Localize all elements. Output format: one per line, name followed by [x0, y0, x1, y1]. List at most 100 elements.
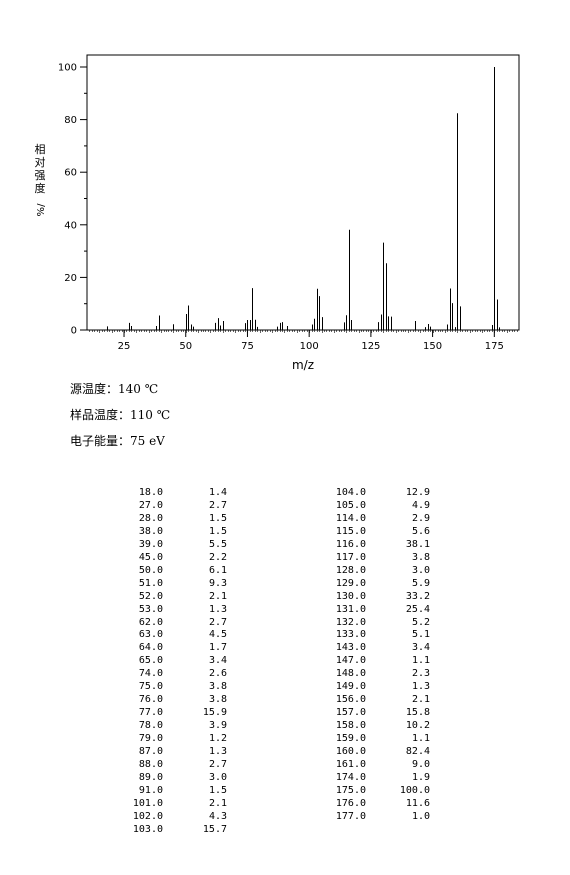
- intensity-value: 5.5: [208, 538, 227, 550]
- table-row: 176.0 11.6: [330, 798, 430, 811]
- table-row: 129.0 5.9: [330, 578, 430, 591]
- table-row: 115.0 5.6: [330, 526, 430, 539]
- intensity-value: 10.2: [405, 720, 430, 732]
- table-row: 156.0 2.1: [330, 694, 430, 707]
- intensity-value: 9.0: [411, 759, 430, 771]
- intensity-value: 2.6: [208, 668, 227, 680]
- table-row: 131.0 25.4: [330, 604, 430, 617]
- intensity-value: 2.1: [208, 797, 227, 809]
- y-axis-title-char: 强: [35, 169, 46, 182]
- table-row: 159.0 1.1: [330, 733, 430, 746]
- source-temperature: 源温度：140 ℃: [70, 382, 159, 396]
- y-tick-label: 60: [64, 168, 77, 179]
- y-tick-label: 20: [64, 273, 77, 284]
- table-row: 87.0 1.3: [127, 746, 227, 759]
- intensity-value: 1.3: [208, 746, 227, 758]
- intensity-value: 3.4: [411, 642, 430, 654]
- table-row: 114.0 2.9: [330, 513, 430, 526]
- intensity-value: 12.9: [405, 487, 430, 498]
- mz-value: 105.0: [335, 499, 366, 511]
- table-row: 45.0 2.2: [127, 552, 227, 565]
- mz-value: 161.0: [335, 759, 366, 771]
- table-row: 75.0 3.8: [127, 681, 227, 694]
- mz-value: 104.0: [335, 487, 366, 498]
- mz-value: 159.0: [335, 733, 366, 745]
- intensity-value: 2.1: [411, 694, 430, 706]
- x-tick-label: 150: [423, 341, 442, 352]
- peak-list-left: 18.0 1.4 27.0 2.7 28.0 1.5 38.0 1.5 39.0 5.5 45.0 2…: [127, 487, 227, 837]
- intensity-value: 4.3: [208, 810, 227, 822]
- intensity-value: 9.3: [208, 577, 227, 589]
- mz-value: 18.0: [138, 487, 163, 498]
- mz-value: 175.0: [335, 784, 366, 796]
- table-row: 157.0 15.8: [330, 707, 430, 720]
- mz-value: 74.0: [138, 668, 163, 680]
- table-row: 116.0 38.1: [330, 539, 430, 552]
- intensity-value: 5.1: [411, 629, 430, 641]
- mz-value: 147.0: [335, 655, 366, 667]
- table-row: 52.0 2.1: [127, 591, 227, 604]
- table-row: 161.0 9.0: [330, 759, 430, 772]
- mz-value: 133.0: [335, 629, 366, 641]
- intensity-value: 15.8: [405, 707, 430, 719]
- mz-value: 76.0: [138, 694, 163, 706]
- table-row: 38.0 1.5: [127, 526, 227, 539]
- intensity-value: 5.2: [411, 616, 430, 628]
- y-axis-title-char: 相: [35, 143, 46, 156]
- intensity-value: 3.0: [411, 564, 430, 576]
- mz-value: 143.0: [335, 642, 366, 654]
- intensity-value: 15.9: [202, 707, 227, 719]
- table-row: 89.0 3.0: [127, 772, 227, 785]
- intensity-value: 1.9: [411, 771, 430, 783]
- intensity-value: 33.2: [405, 590, 430, 602]
- x-tick-label: 125: [361, 341, 380, 352]
- mz-value: 102.0: [132, 810, 163, 822]
- intensity-value: 2.1: [208, 590, 227, 602]
- intensity-value: 3.9: [208, 720, 227, 732]
- intensity-value: 5.9: [411, 577, 430, 589]
- table-row: 104.0 12.9: [330, 487, 430, 500]
- intensity-value: 2.2: [208, 551, 227, 563]
- intensity-value: 1.5: [208, 784, 227, 796]
- mz-value: 158.0: [335, 720, 366, 732]
- mz-value: 64.0: [138, 642, 163, 654]
- table-row: 28.0 1.5: [127, 513, 227, 526]
- table-row: 50.0 6.1: [127, 565, 227, 578]
- mz-value: 130.0: [335, 590, 366, 602]
- intensity-value: 1.1: [411, 655, 430, 667]
- mz-value: 177.0: [335, 810, 366, 822]
- y-axis-title-unit: %/: [36, 203, 47, 217]
- table-row: 174.0 1.9: [330, 772, 430, 785]
- table-row: 148.0 2.3: [330, 668, 430, 681]
- y-tick-label: 80: [64, 115, 77, 126]
- table-row: 62.0 2.7: [127, 617, 227, 630]
- table-row: 18.0 1.4: [127, 487, 227, 500]
- intensity-value: 100.0: [399, 784, 430, 796]
- intensity-value: 1.1: [411, 733, 430, 745]
- mz-value: 117.0: [335, 551, 366, 563]
- table-row: 64.0 1.7: [127, 642, 227, 655]
- mz-value: 62.0: [138, 616, 163, 628]
- table-row: 103.0 15.7: [127, 824, 227, 837]
- table-row: 77.0 15.9: [127, 707, 227, 720]
- intensity-value: 3.8: [411, 551, 430, 563]
- intensity-value: 1.5: [208, 525, 227, 537]
- mz-value: 38.0: [138, 525, 163, 537]
- table-row: 74.0 2.6: [127, 668, 227, 681]
- mz-value: 79.0: [138, 733, 163, 745]
- table-row: 147.0 1.1: [330, 655, 430, 668]
- mz-value: 131.0: [335, 603, 366, 615]
- table-row: 101.0 2.1: [127, 798, 227, 811]
- table-row: 79.0 1.2: [127, 733, 227, 746]
- mz-value: 52.0: [138, 590, 163, 602]
- table-row: 63.0 4.5: [127, 629, 227, 642]
- mz-value: 77.0: [138, 707, 163, 719]
- mz-value: 103.0: [132, 823, 163, 835]
- intensity-value: 1.4: [208, 487, 227, 498]
- intensity-value: 3.0: [208, 771, 227, 783]
- mz-value: 50.0: [138, 564, 163, 576]
- mz-value: 75.0: [138, 681, 163, 693]
- intensity-value: 1.2: [208, 733, 227, 745]
- table-row: 53.0 1.3: [127, 604, 227, 617]
- y-axis-title-char: 度: [35, 181, 46, 195]
